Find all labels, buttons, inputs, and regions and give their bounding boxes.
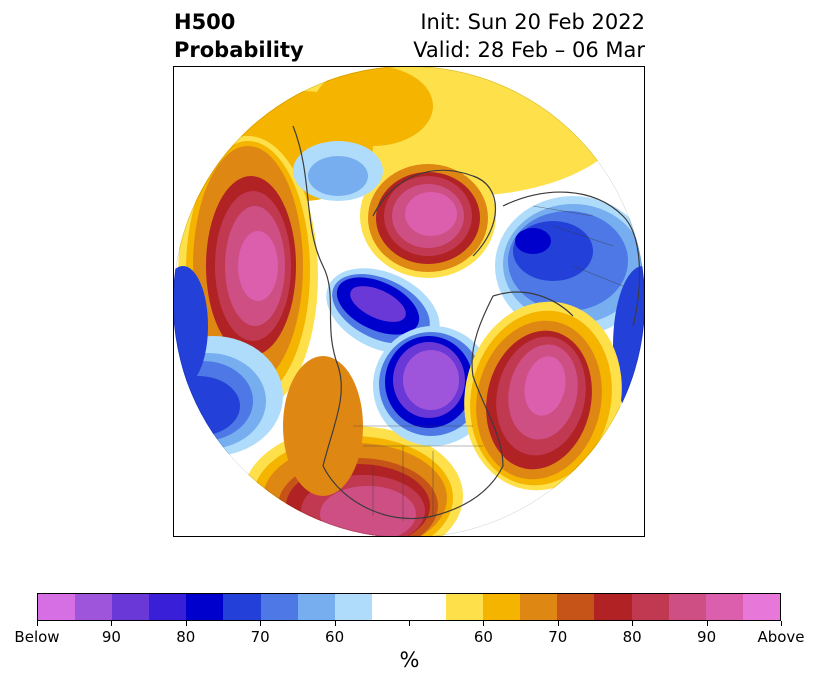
colorbar-tick-label: Above — [757, 628, 805, 646]
colorbar-tick — [557, 621, 559, 626]
colorbar-segment — [483, 594, 521, 620]
colorbar-tick — [185, 621, 187, 626]
coastlines — [292, 125, 641, 520]
colorbar-segment — [446, 594, 484, 620]
colorbar-segment — [223, 594, 261, 620]
colorbar-tick — [632, 621, 634, 626]
anomaly-arctic-high — [360, 154, 496, 278]
title-variable: H500 — [174, 10, 236, 34]
colorbar-segment — [112, 594, 150, 620]
colorbar-segment — [75, 594, 113, 620]
valid-range: Valid: 28 Feb – 06 Mar — [413, 38, 645, 62]
colorbar-segment — [334, 594, 372, 620]
colorbar-segment — [705, 594, 743, 620]
colorbar-tick — [111, 621, 113, 626]
colorbar-segment — [149, 594, 187, 620]
colorbar-tick — [409, 621, 410, 626]
map-border — [173, 66, 645, 537]
anomaly-canada-low — [326, 268, 440, 354]
colorbar-segment — [594, 594, 632, 620]
colorbar-tick-label: 90 — [101, 628, 121, 646]
title-right: Init: Sun 20 Feb 2022 Valid: 28 Feb – 06… — [413, 8, 645, 64]
colorbar-tick-label: 90 — [697, 628, 717, 646]
colorbar-tick-label: 70 — [250, 628, 270, 646]
colorbar-tick — [37, 621, 38, 626]
colorbar — [37, 593, 781, 621]
colorbar-tick — [483, 621, 485, 626]
colorbar-tick-label: 60 — [325, 628, 345, 646]
colorbar-segment — [297, 594, 335, 620]
anomaly-central-low — [373, 326, 493, 446]
colorbar-ticks: Below 90 80 70 60 60 70 80 90 Above — [14, 621, 805, 646]
colorbar-tick-label: Below — [14, 628, 60, 646]
colorbar-segment — [260, 594, 298, 620]
colorbar-unit: % — [399, 648, 420, 672]
colorbar-segment — [668, 594, 706, 620]
title-product: Probability — [174, 38, 304, 62]
init-date: Init: Sun 20 Feb 2022 — [420, 10, 645, 34]
colorbar-segment — [742, 594, 780, 620]
anomaly-north-blue-inner — [308, 156, 368, 196]
colorbar-segment — [408, 594, 447, 620]
colorbar-segment — [557, 594, 595, 620]
colorbar-tick — [781, 621, 782, 626]
colorbar-tick — [706, 621, 708, 626]
title-left: H500 Probability — [174, 8, 304, 64]
colorbar-tick-label: 80 — [622, 628, 642, 646]
colorbar-segment — [520, 594, 558, 620]
colorbar-segment — [38, 594, 76, 620]
colorbar-tick-label: 60 — [473, 628, 493, 646]
borders — [353, 205, 624, 521]
probability-map — [173, 66, 645, 537]
colorbar-tick — [260, 621, 262, 626]
colorbar-tick-label: 80 — [176, 628, 196, 646]
anomaly-left-orange — [283, 356, 363, 496]
colorbar-segment — [631, 594, 669, 620]
colorbar-tick — [334, 621, 336, 626]
colorbar-tick-label: 70 — [548, 628, 568, 646]
colorbar-segment — [371, 594, 409, 620]
colorbar-segment — [186, 594, 224, 620]
map-svg — [173, 66, 645, 537]
probability-field — [173, 66, 645, 537]
anomaly-atlantic-high — [464, 301, 622, 491]
